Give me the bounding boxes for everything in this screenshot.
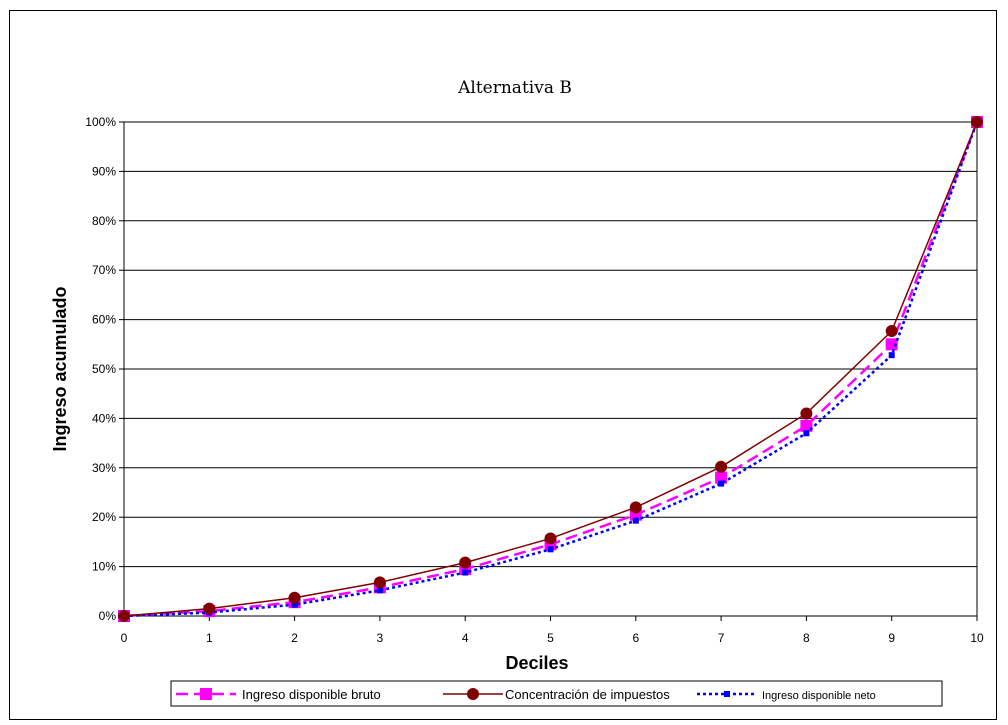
data-point	[718, 480, 725, 487]
data-point	[971, 116, 983, 128]
y-tick-label: 50%	[92, 362, 116, 376]
x-tick-label: 7	[718, 631, 725, 645]
data-point	[291, 601, 298, 608]
y-tick-label: 70%	[92, 263, 116, 277]
data-point	[467, 688, 479, 700]
x-tick-label: 0	[121, 631, 128, 645]
axes	[123, 122, 978, 621]
data-point	[200, 688, 212, 700]
x-axis-title: Deciles	[505, 653, 568, 673]
x-tick-label: 3	[377, 631, 384, 645]
x-tick-labels: 0 1 2 3 4 5 6 7 8 9 10	[121, 631, 984, 645]
legend-label: Concentración de impuestos	[505, 687, 670, 702]
data-point	[118, 610, 130, 622]
y-tick-label: 90%	[92, 164, 116, 178]
x-tick-label: 10	[970, 631, 984, 645]
series-group	[118, 116, 983, 622]
x-tick-label: 5	[547, 631, 554, 645]
data-point	[203, 602, 216, 615]
legend: Ingreso disponible bruto Concentración de…	[170, 680, 943, 707]
y-axis-title: Ingreso acumulado	[50, 286, 70, 451]
y-tick-label: 10%	[92, 560, 116, 574]
data-point	[803, 430, 810, 437]
y-tick-label: 100%	[85, 115, 116, 129]
data-point	[547, 546, 554, 553]
data-point	[288, 591, 301, 604]
series-1	[118, 116, 983, 622]
y-tick-label: 0%	[99, 609, 117, 623]
x-tick-label: 1	[206, 631, 213, 645]
data-point	[629, 501, 642, 514]
x-tick-label: 8	[803, 631, 810, 645]
data-point	[800, 407, 813, 420]
legend-entry-2: Ingreso disponible neto	[697, 690, 876, 702]
legend-label: Ingreso disponible neto	[762, 690, 876, 702]
legend-label: Ingreso disponible bruto	[242, 687, 381, 702]
data-point	[544, 532, 557, 545]
legend-entry-0: Ingreso disponible bruto	[176, 687, 381, 702]
chart-frame	[9, 10, 997, 720]
data-point	[885, 338, 898, 351]
y-tick-labels: 0% 10% 20% 30% 40% 50% 60% 70% 80% 90% 100%	[85, 115, 116, 623]
data-point	[629, 508, 642, 521]
data-point	[462, 569, 469, 576]
legend-box	[170, 680, 943, 707]
x-tick-label: 6	[632, 631, 639, 645]
y-tick-label: 80%	[92, 214, 116, 228]
y-tick-label: 40%	[92, 411, 116, 425]
y-tick-label: 20%	[92, 510, 116, 524]
data-point	[715, 460, 728, 473]
chart-title: Alternativa B	[457, 78, 572, 98]
data-point	[373, 576, 386, 589]
y-tick-label: 60%	[92, 313, 116, 327]
y-tick-label: 30%	[92, 461, 116, 475]
data-point	[885, 324, 898, 337]
data-point	[724, 691, 730, 697]
legend-entry-1: Concentración de impuestos	[443, 687, 670, 702]
data-point	[888, 352, 895, 359]
x-tick-label: 2	[291, 631, 298, 645]
x-tick-label: 9	[888, 631, 895, 645]
x-tick-label: 4	[462, 631, 469, 645]
data-point	[459, 556, 472, 569]
data-point	[376, 587, 383, 594]
data-point	[632, 517, 639, 524]
